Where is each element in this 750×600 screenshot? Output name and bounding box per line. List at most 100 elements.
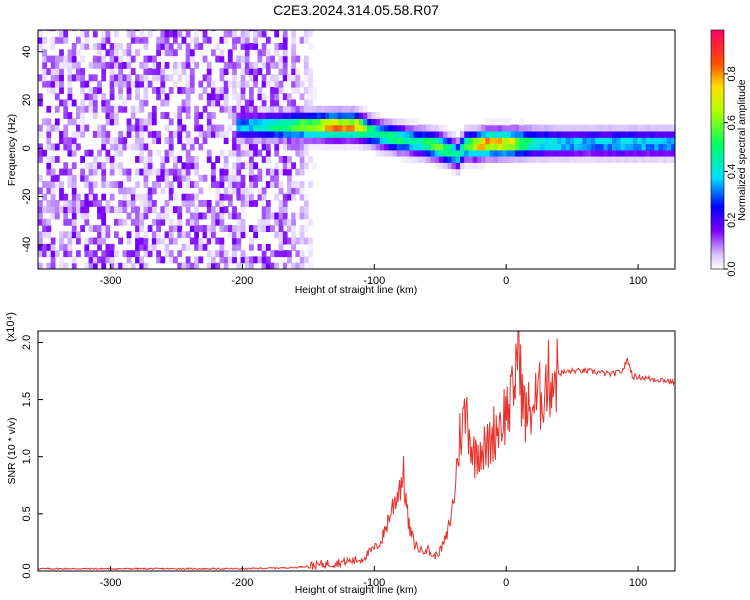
spectrogram-cell (135, 243, 140, 251)
spectrogram-cell (185, 30, 191, 32)
spectrogram-cell (126, 212, 132, 220)
spectrogram-cell (97, 212, 102, 220)
spectrogram-cell (274, 80, 280, 88)
spectrogram-cell (151, 87, 157, 94)
spectrogram-cell (654, 130, 659, 138)
spectrogram-cell (472, 124, 478, 132)
x-tick-label: 0 (503, 275, 509, 287)
spectrogram-cell (637, 149, 643, 157)
spectrogram-cell (211, 250, 216, 258)
spectrogram-cell (84, 243, 90, 251)
spectrogram-cell (151, 61, 157, 69)
spectrogram-cell (189, 36, 195, 44)
spectrogram-cell (316, 118, 322, 126)
spectrogram-cell (299, 124, 305, 132)
spectrogram-cell (422, 124, 427, 132)
spectrogram-cell (177, 118, 183, 126)
spectrogram-cell (194, 231, 199, 239)
spectrogram-cell (612, 124, 617, 132)
spectrogram-cell (261, 61, 267, 69)
spectrogram-cell (126, 174, 132, 182)
spectrogram-cell (181, 36, 187, 44)
spectrogram-cell (367, 112, 372, 119)
spectrogram-cell (63, 112, 69, 119)
spectrogram-cell (510, 143, 516, 151)
spectrogram-cell (270, 225, 275, 232)
spectrogram-cell (147, 193, 153, 201)
spectrogram-cell (71, 55, 77, 63)
spectrogram-cell (291, 55, 296, 63)
spectrogram-cell (624, 156, 630, 163)
spectrogram-cell (76, 130, 81, 138)
spectrogram-cell (257, 225, 263, 232)
spectrogram-cell (447, 156, 453, 163)
spectrogram-cell (249, 99, 254, 107)
spectrogram-cell (236, 143, 242, 151)
spectrogram-cell (168, 168, 174, 176)
spectrogram-cell (299, 181, 305, 188)
spectrogram-cell (168, 218, 174, 226)
spectrogram-cell (194, 156, 199, 163)
spectrogram-cell (223, 256, 229, 264)
y-tick-label: 0.5 (21, 506, 33, 521)
spectrogram-cell (168, 30, 174, 38)
spectrogram-cell (71, 231, 77, 239)
spectrogram-cell (232, 61, 237, 69)
spectrogram-cell (143, 87, 149, 94)
spectrogram-cell (160, 99, 166, 107)
spectrogram-cell (42, 49, 47, 57)
spectrogram-cell (173, 256, 178, 264)
spectrogram-cell (253, 137, 258, 145)
spectrogram-cell (202, 200, 208, 207)
spectrogram-cell (578, 143, 583, 151)
spectrogram-cell (135, 156, 140, 163)
spectrogram-cell (320, 105, 326, 113)
spectrogram-cell (375, 118, 381, 126)
spectrogram-cell (493, 149, 499, 157)
spectrogram-cell (223, 193, 229, 201)
spectrogram-cell (287, 168, 292, 176)
spectrogram-cell (122, 99, 128, 107)
spectrogram-cell (282, 30, 288, 32)
spectrogram-cell (240, 174, 246, 182)
spectrogram-cell (506, 137, 512, 145)
spectrogram-cell (561, 156, 567, 163)
spectrogram-cell (329, 143, 334, 151)
spectrogram-cell (156, 49, 161, 57)
spectrogram-cell (451, 143, 457, 151)
spectrogram-cell (126, 118, 132, 126)
spectrogram-cell (291, 225, 296, 232)
spectrogram-cell (523, 143, 529, 151)
spectrogram-cell (498, 137, 503, 145)
spectrogram-cell (189, 55, 195, 63)
spectrogram-cell (50, 68, 56, 75)
spectrogram-cell (168, 181, 174, 188)
spectrogram-cell (143, 193, 149, 201)
spectrogram-cell (202, 137, 208, 145)
spectrogram-cell (67, 49, 73, 57)
x-tick-label: -200 (231, 577, 253, 589)
spectrogram-cell (63, 36, 69, 44)
spectrogram-cell (114, 206, 119, 214)
spectrogram-cell (557, 149, 562, 157)
spectrogram-cell (299, 137, 305, 145)
spectrogram-cell (177, 156, 183, 163)
spectrogram-cell (92, 55, 98, 63)
spectrogram-cell (71, 49, 77, 57)
spectrogram-cell (265, 225, 271, 232)
spectrogram-cell (164, 61, 170, 69)
spectrogram-cell (291, 143, 296, 151)
spectrogram-cell (54, 74, 60, 82)
snr-multiplier: (x10⁴) (5, 312, 17, 342)
spectrogram-cell (42, 243, 47, 251)
spectrogram-cell (287, 174, 292, 182)
spectrogram-cell (312, 162, 318, 170)
spectrogram-cell (240, 149, 246, 157)
spectrogram-cell (130, 80, 136, 88)
spectrogram-cell (143, 124, 149, 132)
spectrogram-cell (46, 231, 52, 239)
spectrogram-cell (506, 156, 512, 163)
spectrogram-cell (472, 156, 478, 163)
spectrogram-cell (257, 30, 263, 38)
spectrogram-cell (194, 137, 199, 145)
